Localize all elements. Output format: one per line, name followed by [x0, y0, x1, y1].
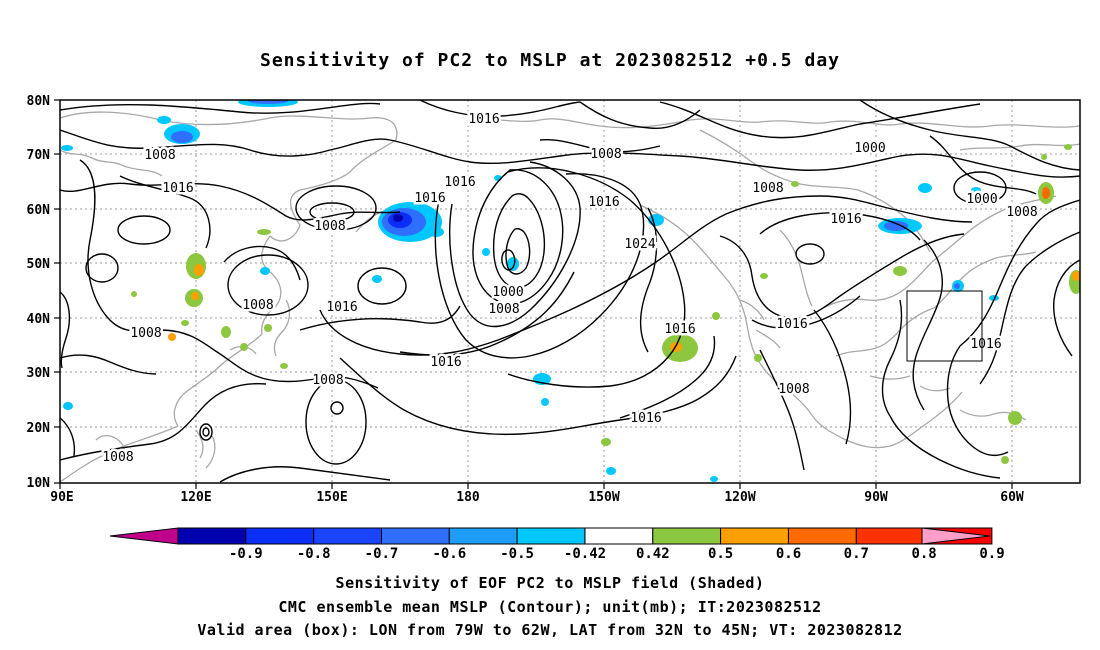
colorbar-label: 0.8 — [911, 546, 936, 562]
colorbar-box — [584, 527, 654, 545]
colorbar-boxes — [177, 527, 993, 545]
colorbar-box — [245, 527, 315, 545]
contour-label: 1016 — [444, 175, 475, 190]
contour-label: 1008 — [312, 373, 343, 388]
contour-label: 1024 — [624, 237, 655, 252]
colorbar-box — [855, 527, 925, 545]
colorbar-label: -0.42 — [564, 546, 606, 562]
lat-label: 40N — [27, 312, 51, 327]
contour-label: 1008 — [488, 302, 519, 317]
contour-label: 1000 — [854, 141, 885, 156]
colorbar-under-triangle — [109, 527, 179, 545]
contour-labels: 1016 1008 1016 1016 1016 1008 1008 1016 … — [100, 110, 1040, 468]
colorbar-box — [720, 527, 789, 545]
contour-label: 1008 — [102, 450, 133, 465]
map-frame — [59, 99, 1081, 484]
latitude-labels: 80N 70N 60N 50N 40N 30N 20N 10N — [27, 94, 51, 491]
contour-label: 1016 — [664, 322, 695, 337]
contour-label: 1016 — [588, 195, 619, 210]
lon-label: 90W — [864, 490, 888, 505]
axis-ticks — [54, 99, 1013, 489]
caption-valid-area: Valid area (box): LON from 79W to 62W, L… — [197, 621, 903, 639]
colorbar-label: 0.6 — [776, 546, 801, 562]
contour-label: 1016 — [776, 317, 807, 332]
colorbar-label: -0.8 — [297, 546, 331, 562]
contour-label: 1008 — [590, 147, 621, 162]
contour-label: 1016 — [970, 337, 1001, 352]
colorbar-box — [652, 527, 722, 545]
sensitivity-shading — [61, 100, 1080, 482]
lat-label: 20N — [27, 421, 51, 436]
contour-label: 1000 — [492, 285, 523, 300]
contour-label: 1016 — [326, 300, 357, 315]
colorbar-box — [381, 527, 450, 545]
colorbar-label: -0.6 — [432, 546, 466, 562]
colorbar-box — [788, 527, 857, 545]
contour-label: 1008 — [1006, 205, 1037, 220]
contour-label: 1008 — [130, 326, 161, 341]
contour-label: 1008 — [144, 148, 175, 163]
colorbar-over-triangle — [921, 527, 991, 545]
caption-contour: CMC ensemble mean MSLP (Contour); unit(m… — [278, 598, 822, 616]
contour-label: 1016 — [414, 191, 445, 206]
contour-label: 1016 — [468, 112, 499, 127]
colorbar: -0.9 -0.8 -0.7 -0.6 -0.5 -0.42 0.42 0.5 0.6 0.7 0.… — [109, 527, 1005, 562]
lon-label: 60W — [1000, 490, 1024, 505]
contour-label: 1016 — [830, 212, 861, 227]
lon-label: 120E — [180, 490, 211, 505]
lat-label: 60N — [27, 203, 51, 218]
colorbar-label: 0.42 — [636, 546, 670, 562]
colorbar-label: -0.7 — [365, 546, 399, 562]
contour-label: 1016 — [414, 191, 445, 206]
colorbar-box — [313, 527, 383, 545]
valid-area-box — [906, 290, 983, 362]
colorbar-label: 0.7 — [844, 546, 869, 562]
colorbar-labels: -0.9 -0.8 -0.7 -0.6 -0.5 -0.42 0.42 0.5 0.6 0.7 0.… — [229, 546, 1005, 562]
lat-label: 30N — [27, 366, 51, 381]
lon-label: 90E — [50, 490, 73, 505]
map-title: Sensitivity of PC2 to MSLP at 2023082512… — [259, 50, 840, 71]
lon-label: 120W — [724, 490, 755, 505]
lat-label: 80N — [27, 94, 51, 109]
caption-shaded: Sensitivity of EOF PC2 to MSLP field (Sh… — [335, 574, 765, 592]
colorbar-label: 0.5 — [708, 546, 733, 562]
colorbar-label: -0.5 — [500, 546, 534, 562]
contour-label: 1016 — [630, 411, 661, 426]
lat-label: 70N — [27, 148, 51, 163]
lon-label: 150W — [588, 490, 619, 505]
longitude-labels: 90E 120E 150E 180 150W 120W 90W 60W — [50, 490, 1024, 505]
contour-label: 1008 — [242, 298, 273, 313]
colorbar-label: -0.9 — [229, 546, 263, 562]
contour-label: 1016 — [162, 181, 193, 196]
mslp-contours — [60, 100, 1080, 483]
contour-label: 1008 — [752, 181, 783, 196]
contour-label: 1016 — [430, 355, 461, 370]
lon-label: 180 — [456, 490, 480, 505]
colorbar-box — [177, 527, 247, 545]
colorbar-label: 0.9 — [979, 546, 1004, 562]
contour-label: 1008 — [778, 382, 809, 397]
contour-label: 1008 — [314, 219, 345, 234]
contour-label: 1000 — [966, 192, 997, 207]
colorbar-box — [516, 527, 586, 545]
lon-label: 150E — [316, 490, 347, 505]
lat-label: 10N — [27, 476, 51, 491]
lat-label: 50N — [27, 257, 51, 272]
colorbar-box — [448, 527, 518, 545]
